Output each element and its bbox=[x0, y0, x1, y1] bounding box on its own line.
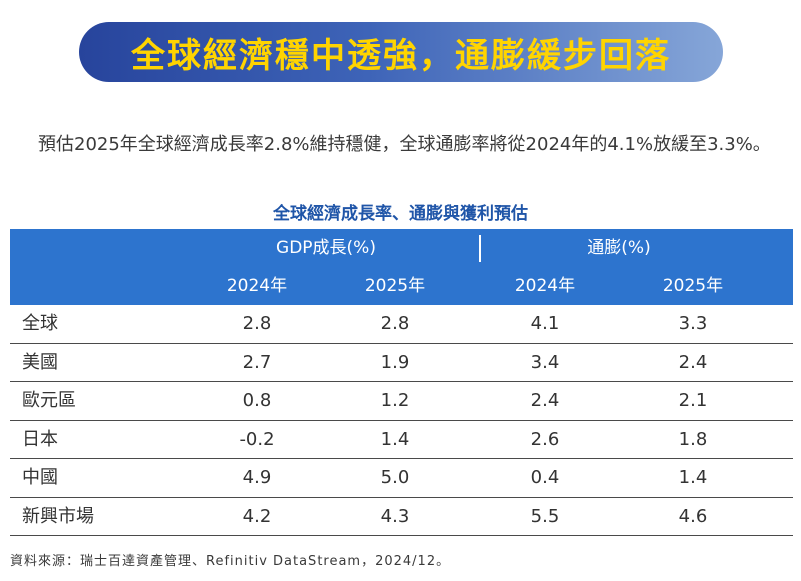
title-banner: 全球經濟穩中透強，通膨緩步回落 bbox=[79, 22, 723, 82]
table-row: 日本 -0.2 1.4 2.6 1.8 bbox=[10, 421, 793, 459]
region-name: 日本 bbox=[22, 428, 58, 450]
region-name: 歐元區 bbox=[22, 390, 76, 411]
inflation-2025-value: 4.6 bbox=[678, 505, 708, 527]
header-year-inflation-2024: 2024年 bbox=[514, 276, 576, 296]
header-group-inflation: 通膨(%) bbox=[587, 238, 651, 258]
table-header: GDP成長(%) 通膨(%) 2024年 2025年 2024年 2025年 bbox=[10, 229, 793, 305]
gdp-2025-value: 1.9 bbox=[380, 351, 410, 373]
table-row: 全球 2.8 2.8 4.1 3.3 bbox=[10, 305, 793, 344]
inflation-2024-value: 2.4 bbox=[530, 390, 560, 411]
table-title: 全球經濟成長率、通膨與獲利預估 bbox=[273, 204, 528, 224]
gdp-2024-value: 2.7 bbox=[242, 351, 272, 373]
header-group-row: GDP成長(%) 通膨(%) bbox=[10, 229, 793, 267]
region-name: 全球 bbox=[22, 313, 58, 334]
page-title: 全球經濟穩中透強，通膨緩步回落 bbox=[131, 35, 671, 76]
inflation-2024-value: 0.4 bbox=[530, 467, 560, 488]
inflation-2025-value: 3.3 bbox=[678, 313, 708, 334]
inflation-2024-value: 4.1 bbox=[530, 313, 560, 334]
header-year-gdp-2024: 2024年 bbox=[226, 276, 288, 296]
inflation-2025-value: 1.4 bbox=[678, 467, 708, 488]
region-name: 新興市場 bbox=[22, 505, 94, 527]
gdp-2024-value: 2.8 bbox=[242, 313, 272, 334]
gdp-2024-value: -0.2 bbox=[239, 428, 275, 450]
intro-paragraph: 預估2025年全球經濟成長率2.8%維持穩健，全球通膨率將從2024年的4.1%… bbox=[38, 134, 771, 155]
source-note: 資料來源：瑞士百達資產管理、Refinitiv DataStream，2024/… bbox=[10, 554, 451, 569]
gdp-2024-value: 4.9 bbox=[242, 467, 272, 488]
gdp-2025-value: 5.0 bbox=[380, 467, 410, 488]
inflation-2024-value: 3.4 bbox=[530, 351, 560, 373]
gdp-2025-value: 1.4 bbox=[380, 428, 410, 450]
gdp-2025-value: 1.2 bbox=[380, 390, 410, 411]
inflation-2024-value: 5.5 bbox=[530, 505, 560, 527]
region-name: 美國 bbox=[22, 351, 58, 373]
header-year-gdp-2025: 2025年 bbox=[364, 276, 426, 296]
inflation-2025-value: 2.1 bbox=[678, 390, 708, 411]
inflation-2024-value: 2.6 bbox=[530, 428, 560, 450]
forecast-table: GDP成長(%) 通膨(%) 2024年 2025年 2024年 2025年 全… bbox=[10, 229, 793, 536]
header-year-inflation-2025: 2025年 bbox=[662, 276, 724, 296]
inflation-2025-value: 2.4 bbox=[678, 351, 708, 373]
gdp-2025-value: 2.8 bbox=[380, 313, 410, 334]
header-group-gdp: GDP成長(%) bbox=[276, 238, 376, 258]
table-row: 新興市場 4.2 4.3 5.5 4.6 bbox=[10, 498, 793, 536]
table-row: 歐元區 0.8 1.2 2.4 2.1 bbox=[10, 382, 793, 421]
inflation-2025-value: 1.8 bbox=[678, 428, 708, 450]
gdp-2024-value: 0.8 bbox=[242, 390, 272, 411]
table-row: 美國 2.7 1.9 3.4 2.4 bbox=[10, 344, 793, 382]
gdp-2024-value: 4.2 bbox=[242, 505, 272, 527]
header-year-row: 2024年 2025年 2024年 2025年 bbox=[10, 267, 793, 305]
header-divider bbox=[479, 235, 481, 262]
region-name: 中國 bbox=[22, 467, 58, 488]
gdp-2025-value: 4.3 bbox=[380, 505, 410, 527]
table-row: 中國 4.9 5.0 0.4 1.4 bbox=[10, 459, 793, 498]
